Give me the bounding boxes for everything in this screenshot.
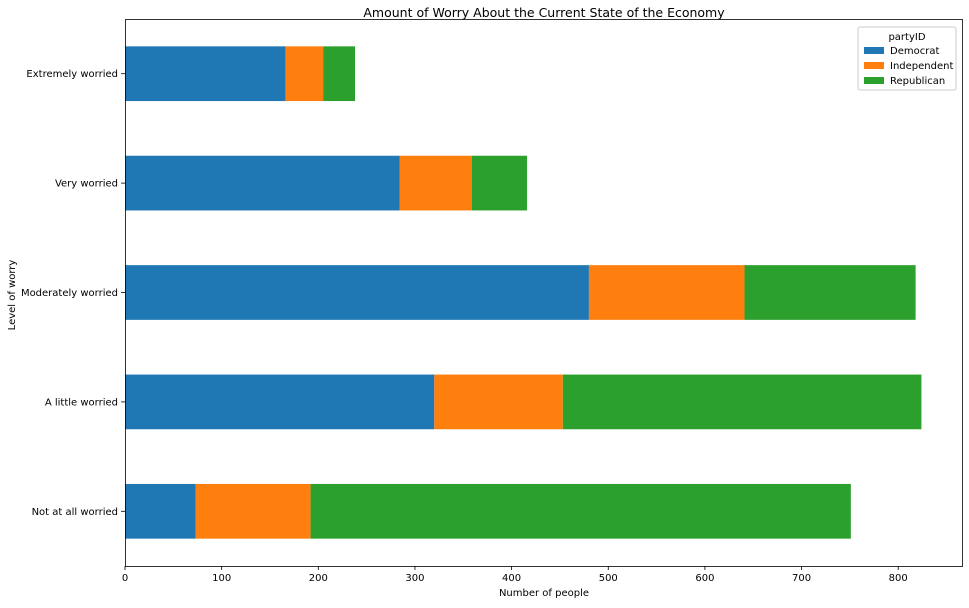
bar-segment	[744, 265, 916, 320]
bar-segment	[588, 265, 745, 320]
plot-frame	[125, 19, 963, 567]
x-tick-label: 300	[405, 573, 424, 584]
legend-frame	[857, 26, 957, 91]
bars-group	[125, 46, 922, 539]
x-tick-label: 500	[599, 573, 618, 584]
y-ticks-group: Extremely worried Very worried Moderately …	[21, 69, 125, 518]
legend-label: Independent	[890, 61, 953, 72]
x-tick-label: 400	[502, 573, 521, 584]
bar-segment	[195, 483, 311, 539]
legend-label: Democrat	[890, 46, 939, 57]
x-axis-label: Number of people	[499, 588, 589, 599]
x-tick-label: 600	[695, 573, 714, 584]
bar-segment	[125, 374, 435, 430]
bar-segment	[562, 374, 922, 430]
x-tick-label: 100	[212, 573, 231, 584]
chart-title: Amount of Worry About the Current State …	[363, 5, 725, 20]
legend-swatch	[864, 47, 884, 54]
x-tick-label: 200	[309, 573, 328, 584]
legend: partyID Democrat Independent Republican	[857, 26, 957, 91]
legend-swatch	[864, 77, 884, 84]
y-tick-label: Moderately worried	[21, 288, 118, 299]
y-tick-label: A little worried	[45, 397, 118, 408]
bar-segment	[310, 483, 851, 539]
bar-segment	[399, 155, 472, 211]
bar-segment	[471, 155, 528, 211]
bar-segment	[285, 46, 324, 102]
legend-label: Republican	[890, 76, 945, 87]
bar-segment	[434, 374, 563, 430]
x-ticks-group: 0 100 200 300 400 500 600 700 800	[122, 566, 908, 584]
y-tick-label: Not at all worried	[32, 507, 118, 518]
bar-segment	[125, 155, 400, 211]
y-tick-label: Very worried	[55, 179, 118, 190]
bar-segment	[125, 265, 589, 320]
y-tick-label: Extremely worried	[26, 69, 118, 80]
legend-swatch	[864, 62, 884, 69]
y-axis-label: Level of worry	[7, 260, 18, 331]
bar-segment	[125, 483, 196, 539]
legend-title: partyID	[888, 32, 925, 43]
x-tick-label: 800	[889, 573, 908, 584]
x-tick-label: 700	[792, 573, 811, 584]
bar-segment	[125, 46, 286, 102]
x-tick-label: 0	[122, 573, 128, 584]
bar-segment	[323, 46, 356, 102]
